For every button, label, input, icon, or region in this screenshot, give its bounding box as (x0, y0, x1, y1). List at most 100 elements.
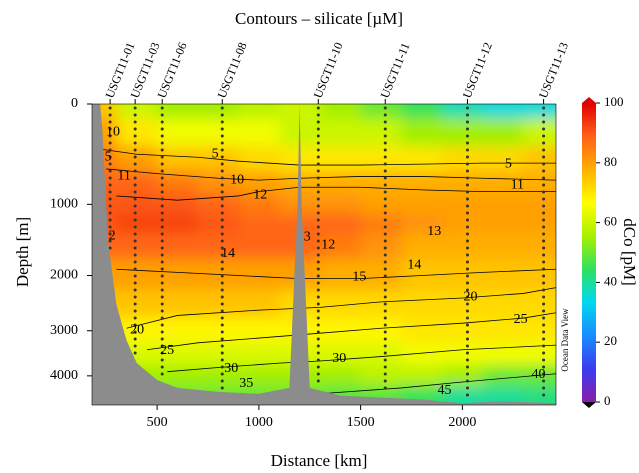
sample-dot (465, 148, 469, 152)
contour-label: 20 (130, 322, 144, 337)
sample-dot (465, 120, 469, 124)
sample-dot (133, 113, 137, 117)
sample-dot (316, 162, 320, 166)
sample-dot (465, 344, 469, 348)
sample-dot (220, 302, 224, 306)
sample-dot (542, 344, 546, 348)
sample-dot (383, 302, 387, 306)
sample-dot (383, 225, 387, 229)
sample-dot (133, 323, 137, 327)
sample-dot (383, 372, 387, 376)
x-tick-label: 2000 (448, 415, 476, 430)
sample-dot (383, 162, 387, 166)
sample-dot (465, 225, 469, 229)
cell (442, 214, 484, 234)
sample-dot (133, 337, 137, 341)
cell (157, 171, 199, 195)
cell (442, 233, 484, 260)
sample-dot (316, 372, 320, 376)
sample-dot (542, 134, 546, 138)
cell (360, 146, 402, 172)
sample-dot (383, 141, 387, 145)
cell (197, 214, 240, 234)
sample-dot (316, 302, 320, 306)
sample-dot (133, 176, 137, 180)
sample-dot (133, 134, 137, 138)
cell (360, 214, 402, 234)
sample-dot (383, 295, 387, 299)
cell (360, 233, 402, 260)
station-label: USGT11-08 (215, 40, 250, 100)
sample-dot (133, 302, 137, 306)
sample-dot (316, 148, 320, 152)
contour-label: 30 (332, 351, 346, 366)
sample-dot (316, 218, 320, 222)
sample-dot (220, 323, 224, 327)
sample-dot (316, 141, 320, 145)
x-tick-label: 1500 (347, 415, 375, 430)
cell (116, 258, 158, 291)
cell (482, 146, 524, 172)
sample-dot (133, 148, 137, 152)
cell (157, 233, 199, 260)
sample-dot (133, 190, 137, 194)
sample-dot (220, 295, 224, 299)
sample-dot (465, 267, 469, 271)
contour-label: 10 (106, 124, 120, 139)
cell (523, 214, 556, 234)
station-label: USGT11-11 (378, 41, 413, 100)
sample-dot (383, 260, 387, 264)
cell (401, 365, 443, 387)
sample-dot (383, 211, 387, 215)
contour-label: 5 (505, 156, 512, 171)
sample-dot (542, 281, 546, 285)
sample-dot (316, 379, 320, 383)
sample-dot (542, 113, 546, 117)
sample-dot (465, 106, 469, 110)
sample-dot (316, 113, 320, 117)
sample-dot (542, 267, 546, 271)
cell (157, 146, 199, 172)
cell (197, 317, 240, 344)
sample-dot (383, 127, 387, 131)
sample-dot (383, 274, 387, 278)
sample-dot (465, 309, 469, 313)
sample-dot (316, 323, 320, 327)
sample-dot (108, 218, 112, 222)
sample-dot (542, 351, 546, 355)
contour-label: 25 (514, 312, 528, 327)
cell (401, 290, 443, 319)
cell (197, 171, 240, 195)
sample-dot (316, 337, 320, 341)
sample-dot (133, 169, 137, 173)
sample-dot (133, 344, 137, 348)
cell (360, 104, 402, 120)
sample-dot (465, 281, 469, 285)
cell (523, 365, 556, 387)
cell (360, 342, 402, 366)
contour-line (146, 312, 556, 351)
sample-dot (383, 323, 387, 327)
contour-label: 11 (117, 168, 130, 183)
cell (157, 118, 199, 147)
colorbar (582, 103, 596, 402)
sample-dot (542, 155, 546, 159)
sample-dot (108, 134, 112, 138)
cell (523, 146, 556, 172)
sample-dot (542, 127, 546, 131)
sample-dot (160, 106, 164, 110)
contour-label: 20 (464, 290, 478, 305)
colorbar-label: dCo [pM] (620, 218, 639, 286)
sample-dot (465, 316, 469, 320)
y-tick-label: 3000 (50, 323, 78, 338)
contour-label: 12 (321, 238, 335, 253)
cell (442, 118, 484, 147)
cell (319, 146, 362, 172)
sample-dot (383, 120, 387, 124)
cell (401, 233, 443, 260)
sample-dot (316, 155, 320, 159)
sample-dot (108, 176, 112, 180)
sample-dot (542, 316, 546, 320)
sample-dot (133, 330, 137, 334)
